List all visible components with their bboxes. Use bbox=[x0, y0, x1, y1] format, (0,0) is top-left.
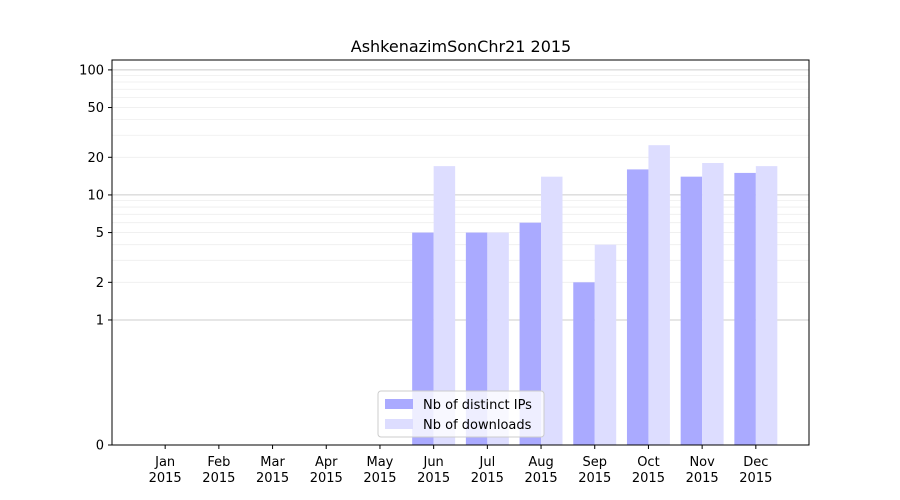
bar-downloads-aug bbox=[541, 176, 563, 445]
x-tick-label-year: 2015 bbox=[149, 471, 182, 486]
y-tick-label: 2 bbox=[96, 276, 104, 291]
axes: 0125102050100Jan2015Feb2015Mar2015Apr201… bbox=[79, 59, 810, 486]
x-tick-label-year: 2015 bbox=[417, 471, 450, 486]
x-tick-label-year: 2015 bbox=[471, 471, 504, 486]
y-tick-label: 100 bbox=[79, 63, 104, 78]
x-tick-label-month: Sep bbox=[582, 455, 607, 470]
chart-title: AshkenazimSonChr21 2015 bbox=[351, 37, 571, 56]
bar-distinct-ips-aug bbox=[519, 222, 542, 445]
x-tick-label-month: Nov bbox=[689, 455, 715, 470]
x-tick-label-year: 2015 bbox=[739, 471, 772, 486]
x-tick-label-month: Jul bbox=[479, 455, 496, 470]
bar-downloads-jun bbox=[433, 166, 456, 445]
grid-lines bbox=[112, 69, 809, 321]
x-tick-label-year: 2015 bbox=[632, 471, 665, 486]
x-tick-label-month: Oct bbox=[637, 455, 659, 470]
y-tick-label: 20 bbox=[87, 151, 104, 166]
legend: Nb of distinct IPs Nb of downloads bbox=[377, 390, 545, 438]
y-tick-label: 1 bbox=[96, 313, 104, 328]
x-tick-label-month: Jan bbox=[154, 455, 175, 470]
bar-downloads-dec bbox=[755, 166, 778, 445]
x-tick-label-month: Jun bbox=[422, 455, 443, 470]
x-tick-label-month: Mar bbox=[260, 455, 285, 470]
x-tick-label-month: May bbox=[367, 455, 394, 470]
x-tick-label-year: 2015 bbox=[256, 471, 289, 486]
legend-swatch bbox=[385, 399, 413, 409]
x-tick-label-month: Feb bbox=[207, 455, 230, 470]
bar-downloads-oct bbox=[648, 145, 670, 445]
x-tick-label-month: Dec bbox=[743, 455, 768, 470]
legend-label: Nb of downloads bbox=[423, 418, 532, 433]
x-tick-label-month: Aug bbox=[528, 455, 553, 470]
y-tick-label: 5 bbox=[96, 226, 104, 241]
plot-frame bbox=[111, 59, 810, 446]
legend-swatch bbox=[385, 419, 413, 429]
x-tick-label-year: 2015 bbox=[686, 471, 719, 486]
y-tick-label: 0 bbox=[96, 439, 104, 454]
bar-distinct-ips-dec bbox=[734, 172, 756, 445]
bar-distinct-ips-oct bbox=[626, 169, 649, 445]
bar-distinct-ips-nov bbox=[680, 176, 703, 445]
x-tick-label-year: 2015 bbox=[202, 471, 235, 486]
x-tick-label-month: Apr bbox=[315, 455, 338, 470]
bar-downloads-nov bbox=[702, 163, 724, 445]
y-tick-label: 10 bbox=[87, 188, 104, 203]
x-tick-label-year: 2015 bbox=[310, 471, 343, 486]
x-tick-label-year: 2015 bbox=[578, 471, 611, 486]
x-tick-label-year: 2015 bbox=[525, 471, 558, 486]
x-tick-label-year: 2015 bbox=[363, 471, 396, 486]
y-tick-label: 50 bbox=[87, 101, 104, 116]
legend-label: Nb of distinct IPs bbox=[423, 398, 532, 413]
legend-box bbox=[377, 390, 545, 438]
bar-downloads-sep bbox=[594, 244, 617, 445]
bar-distinct-ips-sep bbox=[573, 282, 595, 445]
